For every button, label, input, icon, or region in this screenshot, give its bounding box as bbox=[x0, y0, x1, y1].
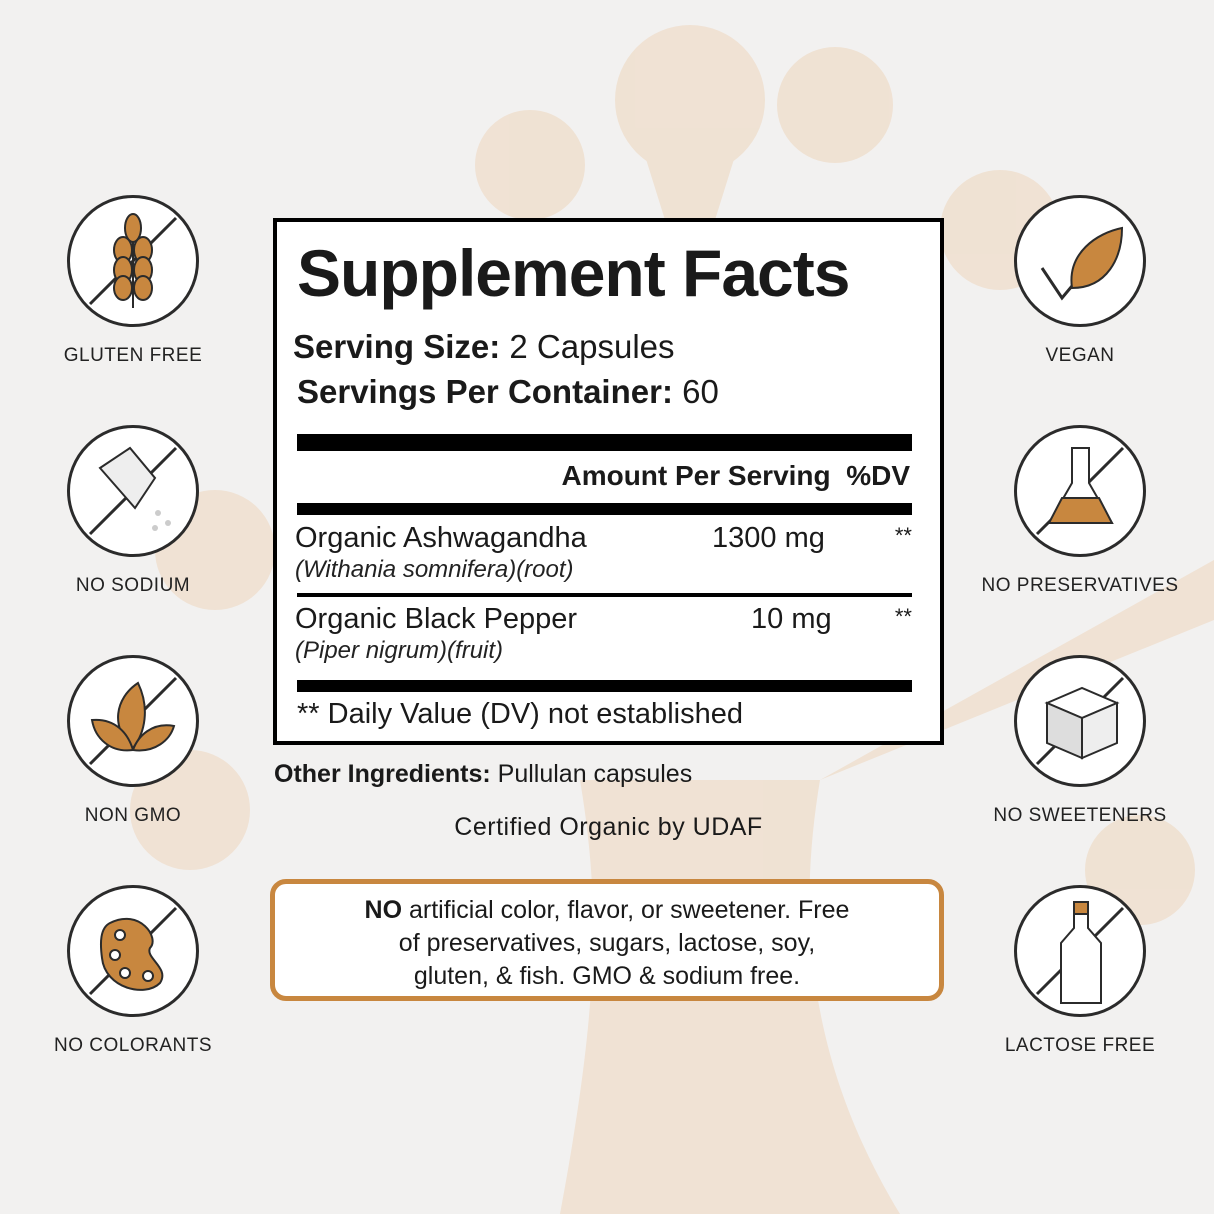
facts-title: Supplement Facts bbox=[297, 236, 850, 310]
free-from-line-1: NO artificial color, flavor, or sweetene… bbox=[275, 894, 939, 927]
free-from-text: artificial color, flavor, or sweetener. … bbox=[402, 896, 850, 924]
badge-gluten-free: GLUTEN FREE bbox=[3, 195, 263, 367]
badge-no-colorants: NO COLORANTS bbox=[3, 885, 263, 1057]
palette-icon bbox=[67, 885, 199, 1017]
ingredient-amount: 10 mg bbox=[751, 603, 832, 635]
ingredient-name: Organic Black Pepper bbox=[295, 603, 578, 635]
ingredient-latin: (Piper nigrum)(fruit) bbox=[295, 637, 504, 664]
badge-label: NO SODIUM bbox=[75, 575, 191, 596]
badge-label: NO COLORANTS bbox=[53, 1035, 213, 1056]
divider bbox=[297, 434, 912, 451]
badge-label: VEGAN bbox=[1045, 345, 1115, 366]
footnote: ** Daily Value (DV) not established bbox=[297, 698, 743, 730]
flask-icon bbox=[1014, 425, 1146, 557]
badge-lactose-free: LACTOSE FREE bbox=[950, 885, 1210, 1057]
no-bold: NO bbox=[364, 896, 403, 924]
badge-no-sodium: NO SODIUM bbox=[3, 425, 263, 597]
free-from-box: NO artificial color, flavor, or sweetene… bbox=[270, 879, 944, 1001]
free-from-line-2: of preservatives, sugars, lactose, soy, bbox=[398, 929, 816, 957]
ingredient-row: Organic Black Pepper (Piper nigrum)(frui… bbox=[295, 602, 912, 672]
supplement-facts-panel: Supplement Facts Serving Size: 2 Capsule… bbox=[273, 218, 944, 745]
milk-bottle-icon bbox=[1014, 885, 1146, 1017]
amount-per-serving: Amount Per Serving bbox=[561, 460, 831, 491]
other-value: Pullulan capsules bbox=[497, 760, 693, 788]
free-from-line-3: gluten, & fish. GMO & sodium free. bbox=[413, 962, 801, 990]
serving-size-value: 2 Capsules bbox=[509, 328, 675, 365]
badge-no-sweeteners: NO SWEETENERS bbox=[950, 655, 1210, 827]
ingredient-name: Organic Ashwagandha bbox=[295, 522, 587, 554]
ingredient-row: Organic Ashwagandha (Withania somnifera)… bbox=[295, 521, 912, 591]
wheat-icon bbox=[67, 195, 199, 327]
divider bbox=[297, 593, 912, 597]
servings-label: Servings Per Container: bbox=[297, 373, 673, 410]
divider bbox=[297, 680, 912, 692]
badge-label: NO PRESERVATIVES bbox=[981, 575, 1179, 596]
certified-organic: Certified Organic by UDAF bbox=[454, 813, 763, 841]
ingredient-amount: 1300 mg bbox=[712, 522, 825, 554]
ingredient-latin: (Withania somnifera)(root) bbox=[295, 556, 574, 583]
leaf-check-icon bbox=[1014, 195, 1146, 327]
badge-no-preservatives: NO PRESERVATIVES bbox=[950, 425, 1210, 597]
badge-vegan: VEGAN bbox=[950, 195, 1210, 367]
other-ingredients: Other Ingredients: Pullulan capsules bbox=[274, 760, 692, 789]
ingredient-dv: ** bbox=[894, 523, 912, 548]
ingredient-dv: ** bbox=[894, 604, 912, 629]
sugar-cube-icon bbox=[1014, 655, 1146, 787]
other-label: Other Ingredients: bbox=[274, 760, 491, 788]
leaves-icon bbox=[67, 655, 199, 787]
badge-label: NON GMO bbox=[84, 805, 182, 826]
badge-label: GLUTEN FREE bbox=[63, 345, 203, 366]
serving-size: Serving Size: 2 Capsules bbox=[293, 328, 675, 366]
salt-shaker-icon bbox=[67, 425, 199, 557]
servings-value: 60 bbox=[682, 373, 719, 410]
dv-header: %DV bbox=[846, 460, 910, 491]
servings-per-container: Servings Per Container: 60 bbox=[297, 373, 719, 411]
serving-size-label: Serving Size: bbox=[293, 328, 501, 365]
divider bbox=[297, 503, 912, 515]
badge-label: LACTOSE FREE bbox=[1004, 1035, 1156, 1056]
badge-label: NO SWEETENERS bbox=[993, 805, 1167, 826]
amount-header: Amount Per Serving %DV bbox=[561, 460, 910, 492]
badge-non-gmo: NON GMO bbox=[3, 655, 263, 827]
